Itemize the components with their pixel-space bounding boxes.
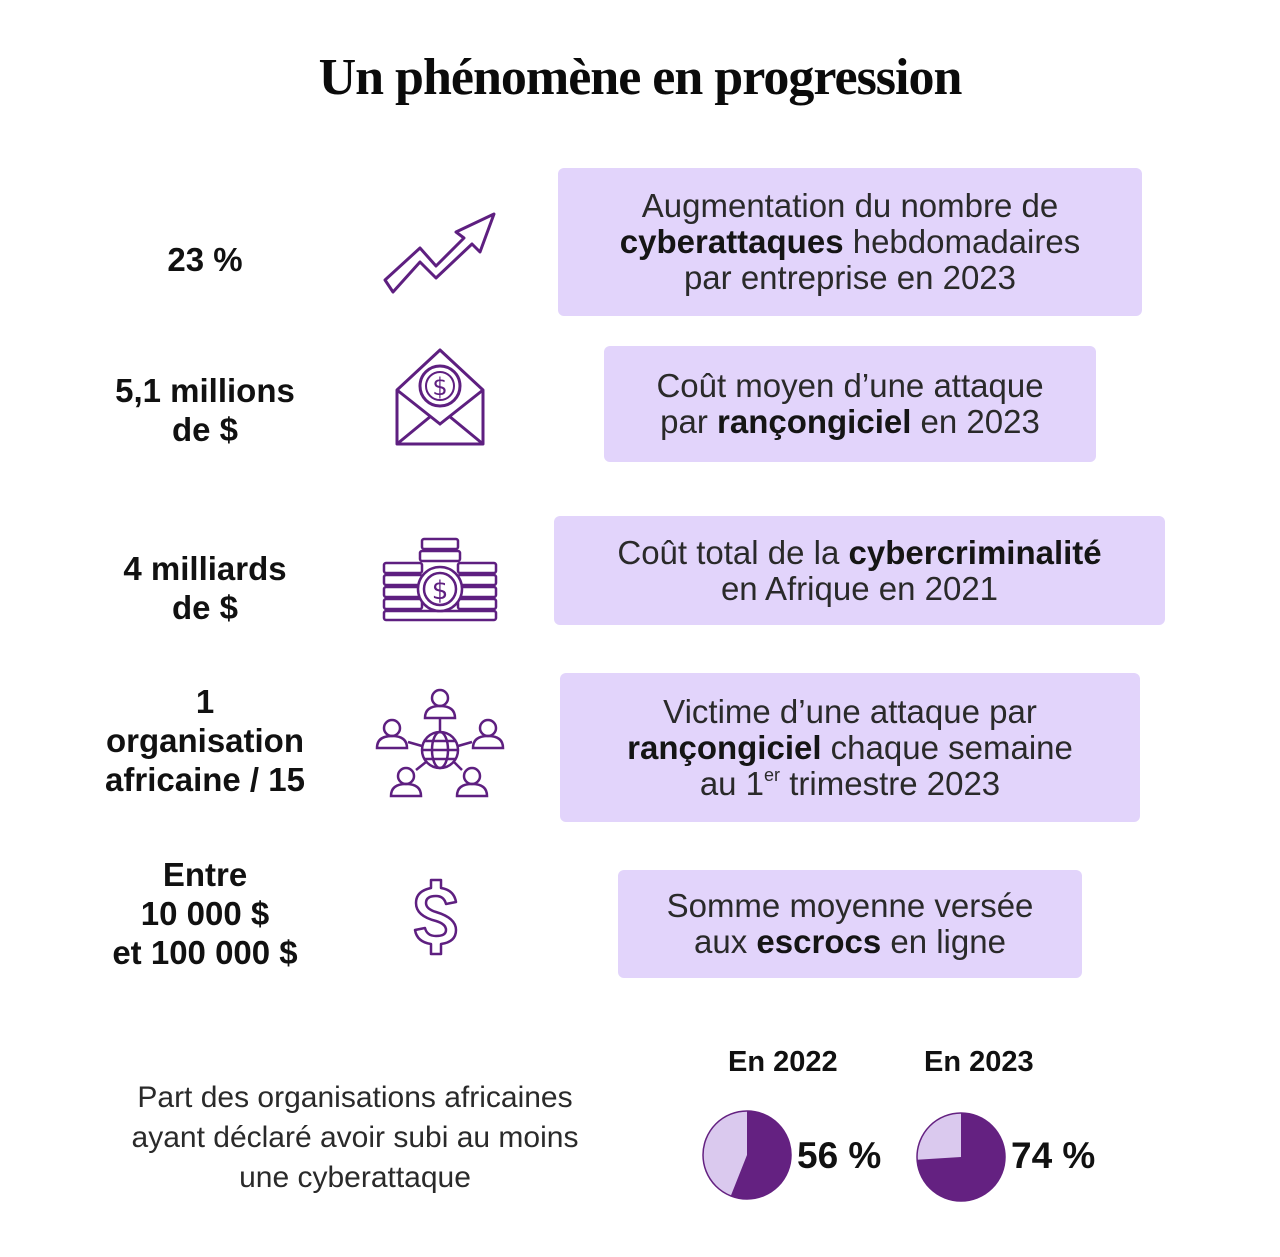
desc-text: au 1	[699, 764, 765, 802]
pie-value-label-2022: 56 %	[797, 1135, 882, 1176]
description-box: Coût total de la cybercriminalité en Afr…	[554, 516, 1165, 625]
stat-line: de $	[171, 411, 239, 448]
desc-bold: cyberattaques	[619, 223, 844, 260]
year-label-2023: En 2023	[924, 1046, 1034, 1078]
desc-superscript: er	[764, 764, 781, 785]
desc-text: chaque semaine	[821, 728, 1073, 766]
stat-line: de $	[171, 589, 239, 626]
desc-text: en 2023	[911, 403, 1040, 440]
stat-line: organisation	[105, 722, 305, 759]
desc-text: Somme moyenne versée	[666, 887, 1034, 924]
desc-text: par	[660, 403, 717, 440]
svg-text:$: $	[432, 576, 449, 606]
pie-chart-2022	[702, 1110, 792, 1200]
desc-bold: rançongiciel	[627, 728, 822, 766]
year-label-2022: En 2022	[728, 1046, 838, 1078]
stat-line: 23 %	[167, 241, 243, 278]
stat-total-cost: 4 milliards de $	[60, 549, 350, 627]
share-label-line: ayant déclaré avoir subi au moins	[131, 1121, 579, 1154]
stat-line: 1	[195, 683, 215, 720]
stat-ransomware-cost: 5,1 millions de $	[60, 371, 350, 449]
envelope-dollar-icon: $	[393, 346, 488, 448]
desc-bold: escrocs	[756, 923, 882, 960]
stat-line: 4 milliards	[123, 550, 287, 587]
gold-bars-coin-icon: $	[380, 535, 500, 623]
desc-bold: cybercriminalité	[848, 533, 1102, 571]
stat-line: Entre	[162, 856, 248, 893]
pie-chart-2023	[916, 1112, 1006, 1202]
description-box: Victime d’une attaque par rançongiciel c…	[560, 673, 1140, 822]
svg-text:$: $	[432, 373, 447, 401]
stat-line: 10 000 $	[140, 895, 270, 932]
share-label-line: une cyberattaque	[239, 1161, 471, 1194]
description-box: Somme moyenne versée aux escrocs en lign…	[618, 870, 1082, 978]
desc-bold: rançongiciel	[717, 403, 912, 440]
share-label: Part des organisations africaines ayant …	[90, 1078, 620, 1198]
stat-scam-amount: Entre 10 000 $ et 100 000 $	[60, 855, 350, 972]
desc-text: trimestre 2023	[780, 764, 1001, 802]
share-label-line: Part des organisations africaines	[137, 1081, 573, 1114]
stat-line: 5,1 millions	[115, 372, 295, 409]
stat-line: et 100 000 $	[112, 934, 298, 971]
desc-text: en Afrique en 2021	[720, 569, 999, 607]
description-box: Augmentation du nombre de cyberattaques …	[558, 168, 1142, 316]
stat-weekly-increase: 23 %	[60, 240, 350, 279]
desc-text: en ligne	[881, 923, 1006, 960]
pie-slice-value-2022	[730, 1111, 791, 1199]
network-globe-people-icon	[372, 686, 508, 804]
description-box: Coût moyen d’une attaque par rançongicie…	[604, 346, 1096, 462]
desc-text: Augmentation du nombre de	[641, 187, 1059, 224]
desc-text: Coût moyen d’une attaque	[656, 367, 1044, 404]
page-title: Un phénomène en progression	[318, 49, 963, 106]
pie-slice-value-2023	[917, 1113, 1006, 1201]
desc-text: par entreprise en 2023	[683, 259, 1017, 296]
stat-line: africaine / 15	[105, 761, 305, 798]
desc-text: aux	[694, 923, 757, 960]
dollar-sign-icon	[410, 876, 462, 958]
stat-one-in-fifteen: 1 organisation africaine / 15	[60, 682, 350, 799]
desc-text: Victime d’une attaque par	[663, 692, 1037, 730]
pie-value-label-2023: 74 %	[1011, 1135, 1096, 1176]
trend-up-arrow-icon	[380, 208, 500, 303]
desc-text: hebdomadaires	[843, 223, 1081, 260]
desc-text: Coût total de la	[617, 533, 849, 571]
